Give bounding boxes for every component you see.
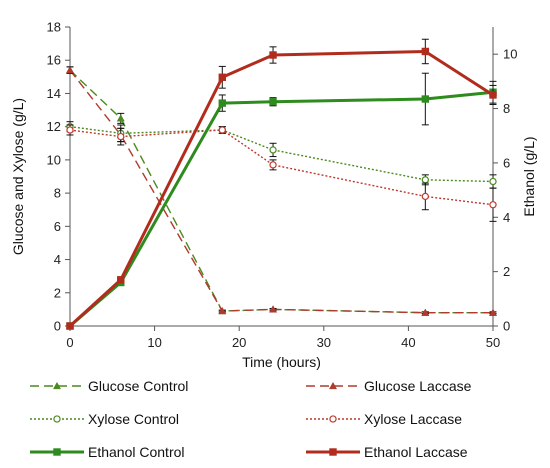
legend-label: Glucose Laccase [364, 378, 472, 394]
series [65, 38, 498, 330]
y-left-tick-label: 18 [47, 20, 61, 35]
data-point-ethanol-laccase [269, 51, 277, 59]
y-right-tick-label: 4 [503, 210, 510, 225]
legend-label: Ethanol Control [88, 444, 185, 460]
data-point-ethanol-laccase [117, 276, 125, 284]
legend: Glucose Control Glucose Laccase Xylose Con… [30, 378, 472, 460]
data-point-ethanol-laccase [66, 322, 74, 330]
y-right-tick-label: 10 [503, 47, 517, 62]
x-tick-label: 10 [147, 335, 161, 350]
x-tick-label: 50 [486, 335, 500, 350]
y-left-tick-label: 14 [47, 86, 61, 101]
legend-label: Xylose Laccase [364, 411, 462, 427]
data-point-glucose-laccase [488, 308, 498, 316]
series-glucose-control [65, 66, 498, 316]
legend-marker [329, 415, 337, 423]
legend-item-xylose-control: Xylose Control [30, 411, 179, 427]
y-right-tick-label: 8 [503, 101, 510, 116]
data-point-xylose-control [421, 176, 429, 184]
legend-marker [329, 448, 337, 456]
y-right-tick-label: 2 [503, 264, 510, 279]
series-xylose-control [66, 121, 497, 189]
data-point-ethanol-laccase [421, 47, 430, 56]
data-point-glucose-laccase [269, 305, 278, 313]
data-point-xylose-laccase [489, 201, 497, 209]
legend-label: Xylose Control [88, 411, 179, 427]
y-right-tick-label: 0 [503, 319, 510, 334]
legend-marker [52, 381, 62, 390]
data-point-xylose-laccase [218, 126, 226, 134]
legend-item-glucose-laccase: Glucose Laccase [306, 378, 472, 394]
series-glucose-laccase [65, 66, 498, 316]
data-point-xylose-laccase [66, 126, 74, 134]
legend-marker [53, 415, 61, 423]
data-point-ethanol-laccase [489, 91, 497, 99]
series-line-ethanol-control [69, 90, 494, 328]
legend-label: Glucose Control [88, 378, 188, 394]
series-ethanol-control [66, 72, 497, 330]
series-line-glucose-laccase [69, 69, 493, 314]
y-left-tick-label: 0 [54, 319, 61, 334]
data-point-glucose-laccase [421, 308, 430, 316]
series-xylose-laccase [66, 124, 497, 222]
data-point-xylose-control [489, 177, 497, 186]
data-point-glucose-control [116, 114, 125, 122]
y-left-tick-label: 10 [47, 152, 61, 167]
series-line-ethanol-laccase [68, 49, 494, 328]
data-point-xylose-control [269, 146, 277, 154]
y-left-tick-label: 12 [47, 119, 61, 134]
x-axis-title: Time (hours) [242, 354, 321, 370]
y-left-tick-label: 6 [54, 219, 61, 234]
y-right-axis-title: Ethanol (g/L) [521, 136, 537, 216]
data-point-glucose-laccase [65, 66, 75, 74]
legend-marker [53, 448, 61, 456]
data-point-xylose-laccase [269, 161, 277, 169]
data-point-ethanol-control [269, 98, 277, 106]
series-line-glucose-control [69, 69, 493, 314]
y-left-tick-label: 2 [54, 285, 61, 300]
series-ethanol-laccase [66, 38, 497, 330]
y-left-axis-title: Glucose and Xylose (g/L) [10, 98, 26, 255]
series-line-xylose-laccase [69, 129, 494, 206]
data-point-ethanol-control [218, 99, 226, 107]
y-right-tick-label: 6 [503, 155, 510, 170]
data-point-xylose-laccase [421, 192, 429, 201]
y-left-tick-label: 4 [54, 252, 61, 267]
data-point-xylose-laccase [117, 132, 125, 141]
legend-item-ethanol-laccase: Ethanol Laccase [306, 444, 468, 460]
series-line-xylose-control [69, 125, 494, 183]
legend-item-glucose-control: Glucose Control [30, 378, 188, 394]
x-tick-label: 40 [401, 335, 415, 350]
y-left-tick-label: 8 [54, 186, 61, 201]
data-point-ethanol-laccase [218, 73, 226, 81]
legend-label: Ethanol Laccase [364, 444, 468, 460]
x-tick-label: 20 [232, 335, 246, 350]
x-tick-label: 0 [66, 335, 73, 350]
data-point-ethanol-control [421, 95, 430, 103]
legend-item-ethanol-control: Ethanol Control [30, 444, 185, 460]
legend-item-xylose-laccase: Xylose Laccase [306, 411, 462, 427]
data-point-glucose-laccase [218, 306, 227, 315]
x-tick-label: 30 [317, 335, 331, 350]
axes [69, 27, 494, 327]
legend-marker [328, 381, 338, 390]
y-left-tick-label: 16 [47, 53, 61, 68]
